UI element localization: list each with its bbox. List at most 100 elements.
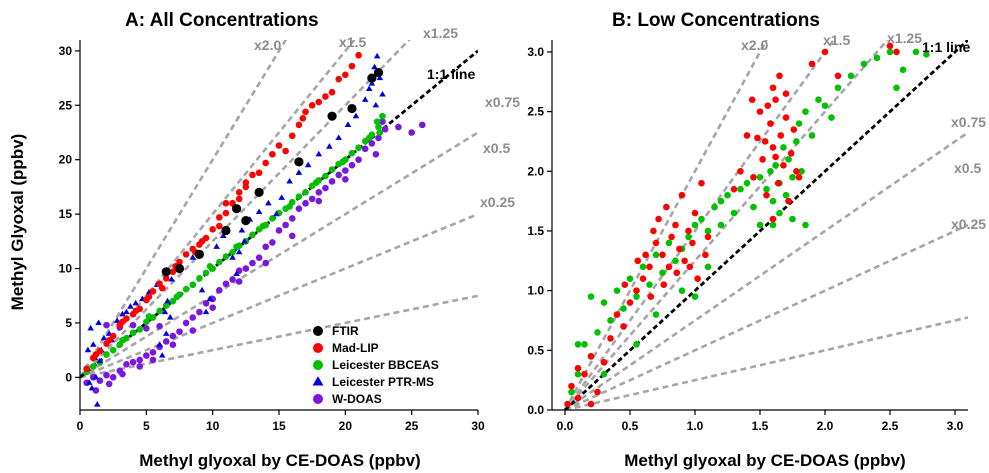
data-point [613,311,621,318]
data-point [196,308,203,316]
panel-a-y-axis-label: Methyl Glyoxal (ppbv) [8,134,27,311]
data-point [231,204,242,214]
data-point [376,129,384,136]
data-point [335,134,342,141]
legend-marker [313,343,323,353]
data-point [793,167,800,175]
data-point [275,227,283,234]
ratio-label-x0-25: x0.25 [480,194,515,210]
x-tick-label: 2.0 [817,419,834,433]
data-point [254,187,264,197]
data-point [789,215,796,223]
panel-a-ratio-lines [80,40,478,379]
panel-b-x-axis-label: Methyl glyoxal by CE-DOAS (ppbv) [624,451,905,470]
data-point [672,221,679,229]
ratio-label-x2-0: x2.0 [741,37,768,53]
data-point [748,96,756,103]
data-point [123,308,130,315]
data-point [594,388,601,396]
data-point [109,346,117,354]
data-point [275,142,283,149]
data-point [691,293,699,300]
data-point [242,183,250,191]
data-point [327,111,337,121]
x-tick-label: 0.5 [622,419,639,433]
data-point [355,144,362,152]
data-point [302,189,309,196]
data-point [176,258,183,266]
panel-a-title: A: All Concentrations [125,10,319,31]
legend-item-ftir: FTIR [313,324,359,338]
data-point [780,162,787,169]
ratio-label-x0-25: x0.25 [951,216,986,232]
data-point [756,108,764,115]
data-point [198,238,206,245]
data-point [241,237,248,244]
data-point [229,248,236,256]
data-point [169,332,177,340]
data-point [213,243,220,249]
data-point [328,88,336,96]
ratio-label-x1-5: x1.5 [823,32,850,48]
data-point [367,73,377,83]
panel-a-axes: 0 5 10 15 20 25 30 0 5 10 15 20 25 30 [59,40,485,433]
data-point [587,400,595,408]
data-point [772,162,779,169]
panel-b-ratio-lines [563,40,968,410]
data-point [269,215,276,222]
data-point [136,363,143,370]
data-point [158,284,166,292]
ratio-line-x0-25 [564,316,968,410]
ratio-line-labels: x2.0 x1.5 x1.25 x0.75 x0.5 x0.25 1:1 line [741,30,986,232]
data-point [361,96,369,102]
data-point [302,199,309,207]
data-point [581,341,588,348]
data-point [222,280,230,288]
data-point [568,382,575,390]
data-point [149,356,157,364]
data-point [84,346,92,353]
ratio-line-x0-75 [80,131,478,379]
data-point [834,72,842,80]
legend-label: Leicester BBCEAS [332,358,439,372]
ratio-line-x0-5 [564,223,968,410]
data-point [162,275,170,282]
data-point [663,203,670,211]
data-point [269,150,276,158]
data-point [119,310,126,317]
data-point [308,101,316,109]
data-point [763,185,770,193]
data-point [789,173,796,181]
data-point [763,191,770,199]
data-point [235,195,243,203]
data-point [103,371,110,379]
data-point [145,313,153,320]
legend-label: Leicester PTR-MS [332,375,434,389]
data-point [216,286,223,294]
data-point [899,66,907,74]
data-point [373,52,381,59]
series-ftir [161,68,384,277]
y-tick-label: 0.5 [527,343,544,357]
data-point [162,338,170,345]
data-point [95,319,102,326]
data-point [821,102,829,109]
data-point [743,132,751,139]
y-tick-label: 30 [59,44,73,58]
data-point [607,317,614,324]
data-point [265,199,272,206]
data-point [229,254,236,260]
data-point [860,60,868,68]
data-point [782,191,790,199]
data-point [673,269,681,277]
data-point [176,328,183,335]
data-point [229,276,236,283]
data-point [646,281,653,288]
series-mad-lip [83,51,362,372]
data-point [282,221,289,229]
data-point [365,134,373,142]
data-point [847,72,855,80]
ratio-line-x2-0 [80,40,288,379]
data-point [282,147,289,155]
data-point [196,275,203,282]
